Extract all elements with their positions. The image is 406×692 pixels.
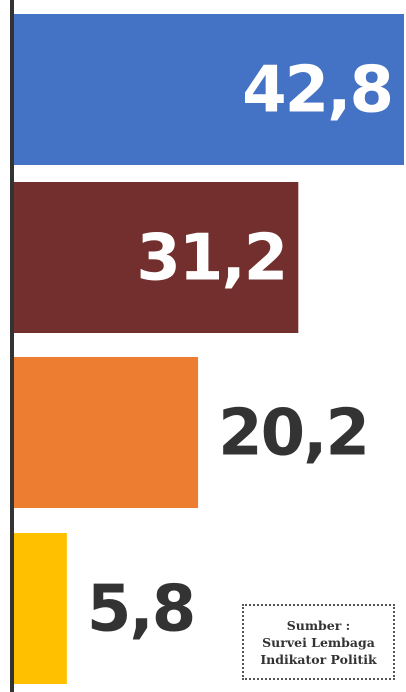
bar-value-label-1: 42,8	[242, 54, 392, 128]
bar-value-label-4: 5,8	[87, 573, 194, 647]
bars-group	[14, 14, 404, 684]
bar-2	[14, 182, 299, 333]
source-line-3: Indikator Politik	[260, 651, 377, 667]
bar-value-label-3: 20,2	[218, 397, 368, 471]
bar-value-label-2: 31,2	[136, 222, 286, 296]
source-line-1: Sumber :	[286, 617, 351, 633]
bar-4	[14, 533, 67, 684]
value-labels-group: 42,8 31,2 20,2 5,8	[87, 54, 394, 647]
source-box: Sumber : Survei Lembaga Indikator Politi…	[242, 604, 395, 680]
bar-1	[14, 14, 404, 165]
source-line-2: Survei Lembaga	[262, 634, 375, 650]
bar-3	[14, 357, 199, 508]
